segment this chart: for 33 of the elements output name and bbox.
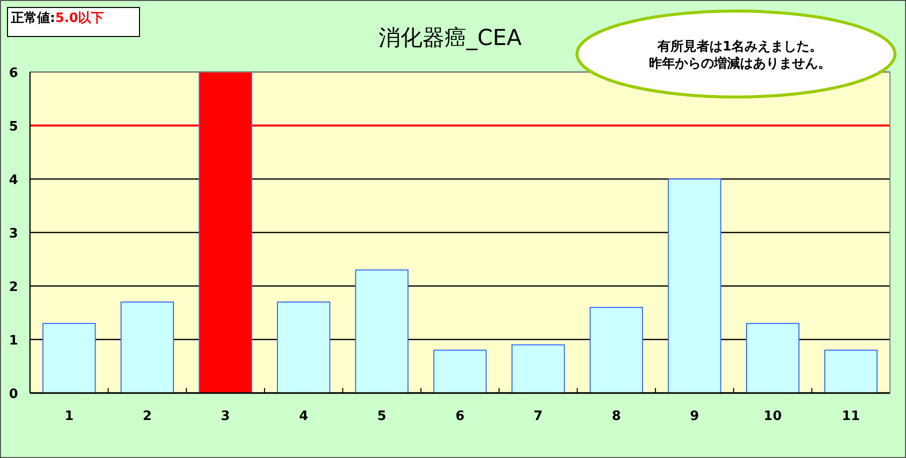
chart-title: 消化器癌_CEA — [378, 26, 522, 51]
x-tick-label: 5 — [377, 409, 386, 424]
x-tick-label: 4 — [299, 409, 308, 424]
y-tick-label: 3 — [8, 226, 18, 242]
bar — [590, 306, 644, 394]
y-tick-label: 0 — [8, 387, 18, 402]
bar — [276, 302, 330, 394]
x-tick-label: 6 — [455, 409, 465, 424]
bar — [824, 350, 878, 394]
bar — [746, 322, 800, 394]
ref-line-label: 5.0以下 — [55, 11, 104, 26]
x-tick-label: 10 — [764, 409, 782, 424]
y-tick-label: 4 — [8, 173, 18, 188]
bar — [433, 350, 487, 394]
text: 有所見者は1名みえました。 — [656, 38, 823, 54]
bar — [355, 269, 409, 394]
y-tick-label: 5 — [8, 120, 18, 134]
x-tick-label: 11 — [842, 409, 860, 424]
y-tick-label: 2 — [8, 280, 18, 295]
x-tick-label: 9 — [690, 409, 700, 424]
text: 昨年からの増減はありません。 — [649, 56, 831, 72]
bar — [120, 302, 174, 394]
y-tick-label: 6 — [8, 66, 18, 81]
x-tick-label: 2 — [142, 409, 152, 424]
bar — [668, 178, 722, 394]
y-tick-label: 1 — [8, 334, 18, 348]
x-tick-label: 3 — [220, 409, 230, 424]
bar — [511, 344, 565, 394]
x-tick-label: 7 — [534, 409, 543, 424]
text: 正常値: — [10, 11, 56, 26]
x-tick-label: 8 — [612, 409, 621, 424]
x-tick-label: 1 — [64, 409, 74, 424]
bar — [42, 322, 96, 394]
